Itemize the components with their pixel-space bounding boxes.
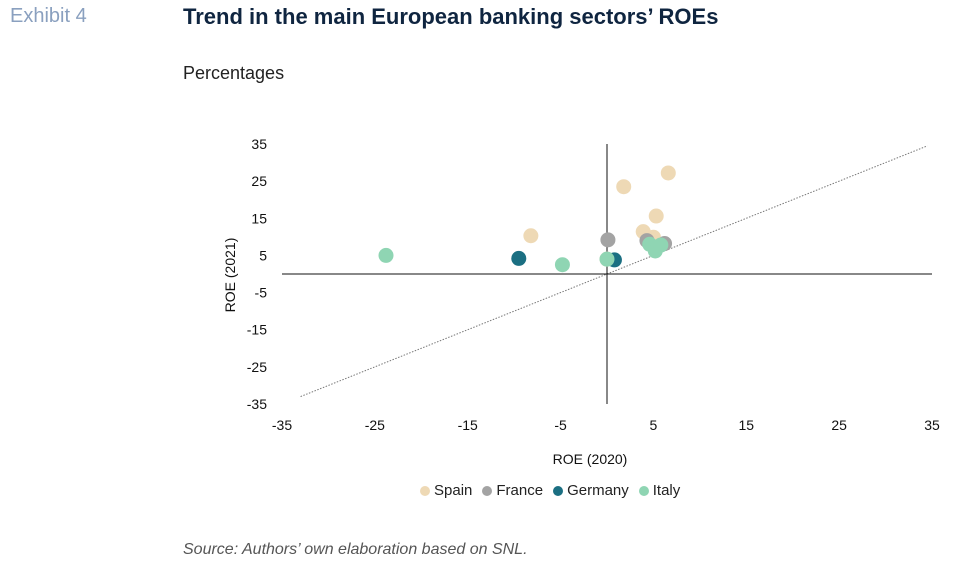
legend-item-germany: Germany — [553, 482, 629, 499]
legend-label-spain: Spain — [434, 482, 473, 499]
y-tick-label: 25 — [251, 173, 267, 189]
y-tick-label: 35 — [251, 136, 267, 152]
x-tick-label: 35 — [924, 417, 940, 433]
data-point-germany — [511, 250, 527, 266]
legend-label-italy: Italy — [652, 482, 681, 499]
x-tick-label: -5 — [554, 417, 567, 433]
legend-marker-germany — [553, 485, 564, 496]
x-axis-title: ROE (2020) — [553, 451, 628, 467]
legend: Spain France Germany Italy — [420, 482, 680, 499]
legend-label-france: France — [496, 482, 544, 499]
chart-subtitle: Percentages — [183, 63, 285, 83]
data-point-italy — [554, 257, 570, 273]
legend-item-italy: Italy — [638, 482, 681, 499]
legend-item-france: France — [482, 482, 543, 499]
y-tick-label: -15 — [247, 322, 267, 338]
y-tick-label: 15 — [251, 210, 267, 226]
legend-marker-italy — [638, 485, 649, 496]
data-point-italy — [378, 247, 394, 263]
data-point-spain — [648, 208, 664, 224]
legend-item-spain: Spain — [420, 482, 472, 499]
exhibit-label: Exhibit 4 — [10, 5, 87, 27]
data-point-italy — [599, 251, 615, 267]
legend-marker-france — [482, 485, 493, 496]
data-point-spain — [660, 165, 676, 181]
reference-line — [300, 145, 928, 398]
y-tick-label: 5 — [259, 247, 267, 263]
data-point-france — [600, 232, 616, 248]
x-tick-label: 25 — [831, 417, 847, 433]
chart-title: Trend in the main European banking secto… — [183, 4, 719, 29]
data-point-spain — [616, 179, 632, 195]
y-tick-label: -5 — [255, 285, 268, 301]
source-note: Source: Authors’ own elaboration based o… — [183, 541, 528, 558]
y-tick-label: -25 — [247, 359, 267, 375]
x-tick-label: -15 — [458, 417, 478, 433]
data-point-italy — [653, 237, 669, 253]
y-axis-title: ROE (2021) — [222, 238, 238, 313]
legend-marker-spain — [420, 485, 430, 496]
x-tick-label: -35 — [272, 417, 292, 433]
legend-label-germany: Germany — [567, 482, 629, 499]
x-tick-label: 15 — [738, 417, 754, 433]
x-tick-label: -25 — [365, 417, 385, 433]
data-point-spain — [523, 228, 539, 244]
y-tick-label: -35 — [247, 396, 267, 412]
x-tick-label: 5 — [650, 417, 658, 433]
